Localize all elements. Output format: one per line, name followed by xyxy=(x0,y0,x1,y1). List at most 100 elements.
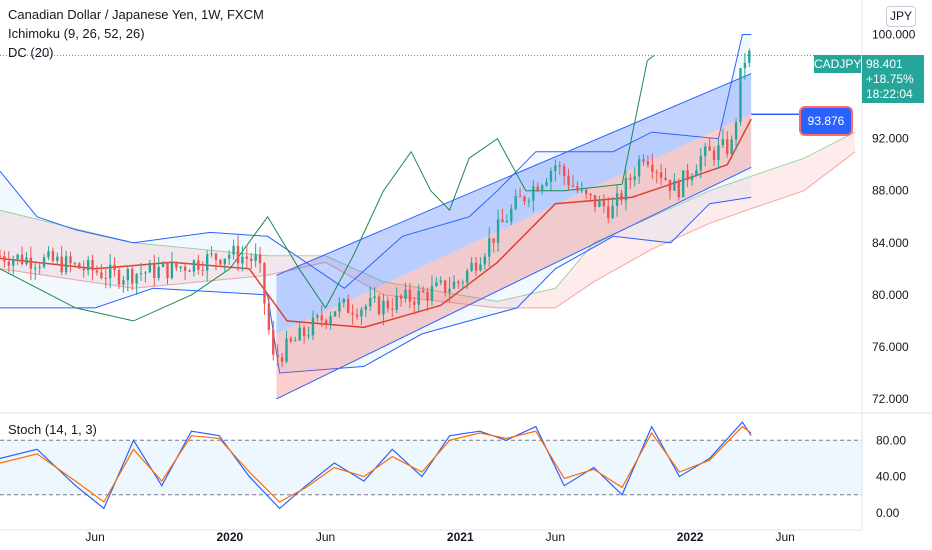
candle-body xyxy=(690,176,694,181)
candle-body xyxy=(144,272,147,274)
candle-body xyxy=(232,245,235,255)
candle-body xyxy=(329,316,332,324)
stoch-tick-label: 40.00 xyxy=(876,470,906,484)
candle-body xyxy=(364,306,368,310)
currency-button[interactable]: JPY xyxy=(886,6,916,27)
candle-body xyxy=(571,185,575,187)
candle-body xyxy=(580,189,584,191)
candle-body xyxy=(748,51,751,63)
candle-body xyxy=(148,263,152,273)
price-tick-label: 80.000 xyxy=(872,288,909,302)
candle-body xyxy=(157,266,160,278)
horizontal-line-label[interactable]: 93.876 xyxy=(801,108,851,134)
candle-body xyxy=(399,295,403,299)
donchian-fill xyxy=(0,34,752,373)
candle-body xyxy=(589,193,592,196)
candle-body xyxy=(210,253,213,255)
candle-body xyxy=(704,146,707,157)
candle-body xyxy=(426,292,429,301)
candle-body xyxy=(417,290,420,305)
ichimoku-legend[interactable]: Ichimoku (9, 26, 52, 26) xyxy=(8,26,145,41)
candle-body xyxy=(466,270,469,283)
candle-body xyxy=(501,219,504,223)
candle-body xyxy=(695,170,698,177)
candle-body xyxy=(289,338,293,342)
candle-body xyxy=(351,312,354,315)
price-tick-label: 76.000 xyxy=(872,340,909,354)
candle-body xyxy=(677,180,680,198)
candle-body xyxy=(104,277,107,279)
candle-body xyxy=(56,256,59,261)
candle-body xyxy=(42,257,46,267)
candle-body xyxy=(373,296,376,298)
candle-body xyxy=(386,300,390,309)
candle-body xyxy=(514,196,517,209)
candle-body xyxy=(646,161,650,165)
candle-body xyxy=(607,206,610,219)
candle-body xyxy=(439,280,442,283)
stoch-pane[interactable] xyxy=(0,421,862,510)
bar-countdown: 18:22:04 xyxy=(866,87,913,101)
candle-body xyxy=(536,186,539,192)
candle-body xyxy=(470,262,473,271)
candle-body xyxy=(183,266,187,271)
candle-body xyxy=(479,264,482,271)
candle-body xyxy=(505,221,509,223)
candle-body xyxy=(673,180,676,191)
candle-body xyxy=(307,335,310,337)
stoch-line-k xyxy=(0,421,752,510)
candle-body xyxy=(355,314,359,317)
channel-upper-line[interactable] xyxy=(276,73,752,276)
candle-body xyxy=(100,272,103,278)
candle-body xyxy=(267,303,271,330)
candle-body xyxy=(82,268,85,271)
candle-body xyxy=(227,254,231,259)
stoch-legend[interactable]: Stoch (14, 1, 3) xyxy=(8,422,97,437)
candle-body xyxy=(316,315,319,318)
candle-body xyxy=(16,254,19,260)
candle-body xyxy=(712,150,716,161)
channel-lower-line[interactable] xyxy=(276,166,752,400)
price-pane[interactable] xyxy=(0,34,862,400)
candle-body xyxy=(624,177,628,201)
candle-body xyxy=(47,251,50,258)
candle-body xyxy=(254,254,257,261)
candle-body xyxy=(554,165,557,171)
candle-body xyxy=(64,256,68,273)
channel-upper-fill xyxy=(276,73,752,334)
stoch-line-d xyxy=(0,425,752,503)
candle-body xyxy=(382,300,385,315)
candle-body xyxy=(280,357,284,362)
candle-body xyxy=(739,68,742,123)
ichimoku-chikou xyxy=(0,55,655,322)
candle-body xyxy=(272,329,275,355)
candle-body xyxy=(598,199,601,207)
candle-body xyxy=(743,62,747,69)
candle-body xyxy=(192,260,196,272)
candle-body xyxy=(236,245,240,264)
candle-body xyxy=(139,273,143,275)
chart-title: Canadian Dollar / Japanese Yen, 1W, FXCM xyxy=(8,7,264,22)
candle-body xyxy=(95,270,99,273)
candle-body xyxy=(413,301,416,305)
candle-body xyxy=(285,338,288,362)
candle-body xyxy=(175,261,178,268)
candle-body xyxy=(38,266,41,268)
time-tick-label: 2021 xyxy=(447,530,474,544)
time-tick-label: 2022 xyxy=(677,530,704,544)
candle-body xyxy=(655,171,658,173)
candle-body xyxy=(430,286,434,301)
candle-body xyxy=(457,281,460,284)
donchian-legend[interactable]: DC (20) xyxy=(8,45,54,60)
candle-body xyxy=(699,156,703,171)
candle-body xyxy=(320,315,323,321)
ichimoku-span-a xyxy=(0,131,856,302)
candle-body xyxy=(567,175,570,186)
candle-body xyxy=(241,256,244,264)
time-tick-label: Jun xyxy=(316,530,335,544)
candle-body xyxy=(391,308,394,310)
candle-body xyxy=(311,317,315,336)
candle-body xyxy=(188,270,191,272)
time-tick-label: Jun xyxy=(776,530,795,544)
